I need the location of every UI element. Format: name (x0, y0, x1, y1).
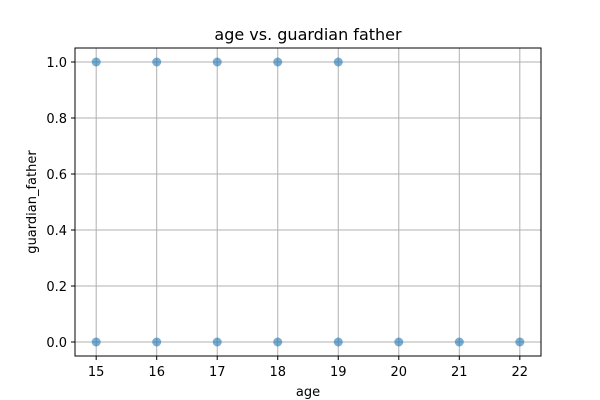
data-point (333, 57, 343, 67)
data-point (91, 57, 101, 67)
data-point (515, 337, 525, 347)
axis-ticks: 15 16 17 18 19 20 21 22 0.0 0.2 0.4 0.6 0.8 1.0 (46, 56, 528, 380)
x-tick-label: 18 (269, 365, 286, 380)
x-tick-label: 20 (391, 365, 408, 380)
y-tick-label: 0.6 (46, 168, 67, 183)
data-point (333, 337, 343, 347)
data-points (91, 57, 525, 347)
x-tick-label: 16 (148, 365, 165, 380)
x-tick-label: 21 (451, 365, 468, 380)
data-point (91, 337, 101, 347)
x-tick-label: 19 (330, 365, 347, 380)
y-tick-label: 0.2 (46, 280, 67, 295)
data-point (394, 337, 404, 347)
x-tick-label: 15 (88, 365, 105, 380)
data-point (212, 337, 222, 347)
y-tick-label: 0.8 (46, 112, 67, 127)
plot-area-frame (74, 47, 542, 357)
x-tick-label: 22 (512, 365, 529, 380)
y-tick-label: 0.0 (46, 336, 67, 351)
data-point (152, 337, 162, 347)
y-tick-label: 1.0 (46, 56, 67, 71)
grid (75, 48, 541, 356)
y-axis-label: guardian_father (25, 150, 40, 254)
data-point (212, 57, 222, 67)
x-axis-label: age (296, 385, 320, 400)
data-point (273, 57, 283, 67)
data-point (152, 57, 162, 67)
data-point (273, 337, 283, 347)
data-point (454, 337, 464, 347)
chart-title: age vs. guardian father (214, 25, 402, 44)
y-tick-label: 0.4 (46, 224, 67, 239)
x-tick-label: 17 (209, 365, 226, 380)
